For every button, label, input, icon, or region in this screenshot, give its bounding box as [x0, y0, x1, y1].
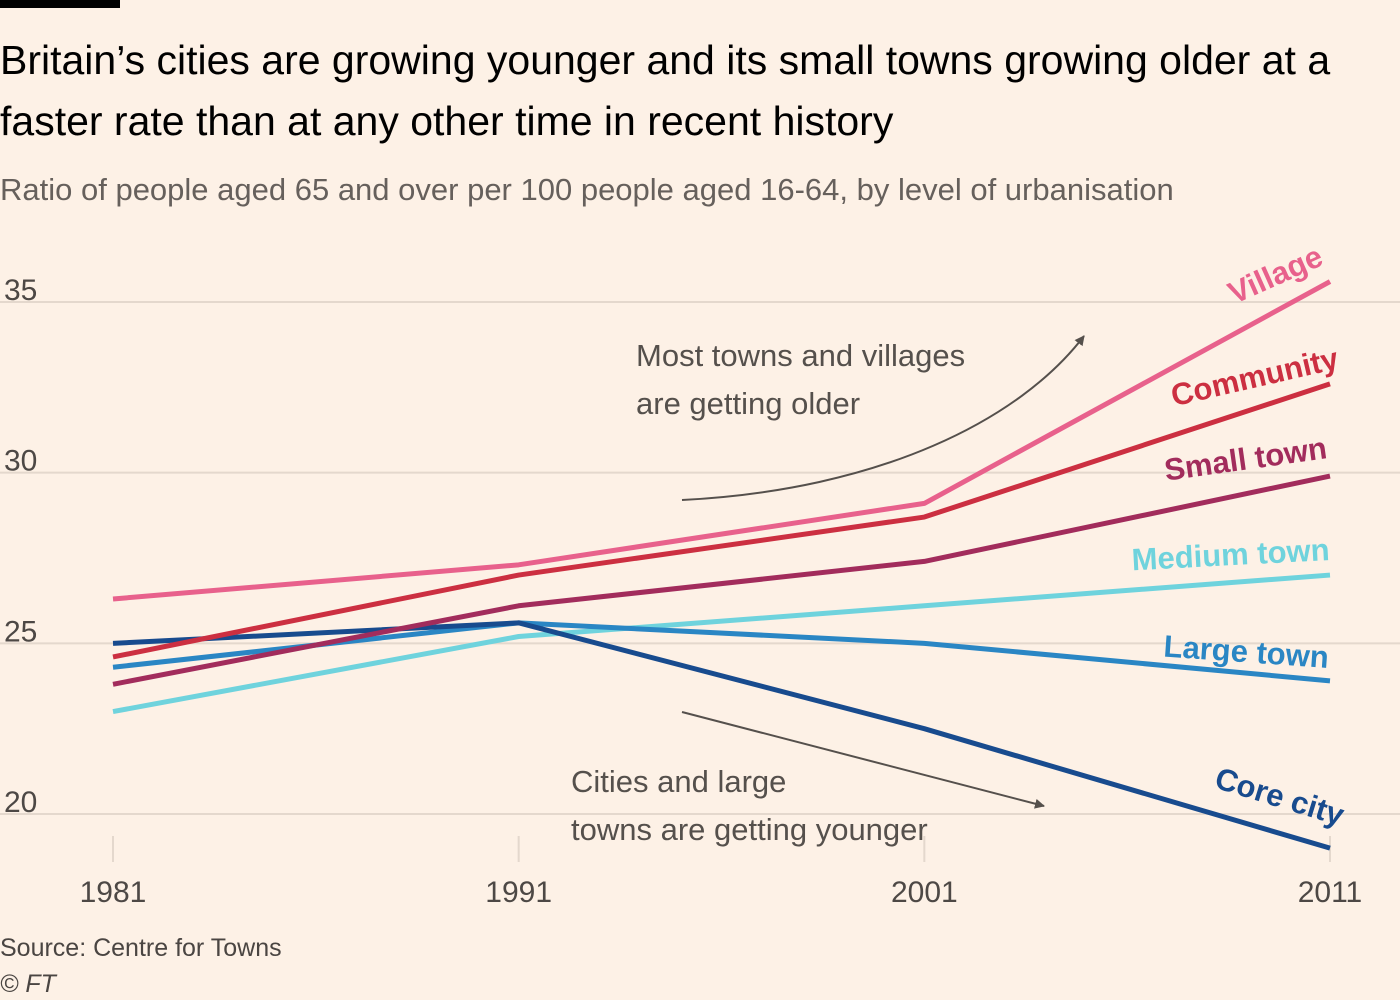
- y-tick-label: 20: [4, 786, 37, 819]
- x-tick-label: 1981: [80, 876, 147, 909]
- annotation-younger-line2: towns are getting younger: [571, 812, 928, 847]
- chart-subtitle: Ratio of people aged 65 and over per 100…: [0, 172, 1174, 207]
- series-label-community: Community: [1168, 341, 1343, 414]
- arrow-older: [681, 335, 1085, 501]
- annotation-younger-line1: Cities and large: [571, 764, 786, 799]
- axis-ticks: 20 25 30 35 1981 1991 2001 2011: [4, 274, 1362, 909]
- x-tick-label: 2001: [891, 876, 958, 909]
- annotation-older-line2: are getting older: [636, 386, 860, 421]
- annotations: Most towns and villages are getting olde…: [571, 335, 1085, 847]
- x-tick-label: 1991: [485, 876, 552, 909]
- y-tick-label: 35: [4, 274, 37, 307]
- ft-top-bar: [0, 0, 120, 8]
- y-tick-label: 30: [4, 445, 37, 478]
- annotation-older-line1: Most towns and villages: [636, 338, 965, 373]
- series-line-village: [112, 279, 1332, 602]
- series-line-small-town: [112, 473, 1331, 687]
- series-line-community: [112, 381, 1331, 660]
- series-line-medium-town: [112, 572, 1331, 715]
- series-label-medium-town: Medium town: [1131, 532, 1331, 577]
- chart-title: Britain’s cities are growing younger and…: [0, 37, 1331, 144]
- y-tick-label: 25: [4, 615, 37, 648]
- series-label-core-city: Core city: [1211, 760, 1349, 832]
- source-note: Source: Centre for Towns: [0, 934, 282, 962]
- series-line-core-city: [112, 620, 1331, 851]
- copyright-note: © FT: [0, 970, 56, 998]
- series-line-large-town: [112, 620, 1331, 684]
- series-lines: [112, 279, 1332, 851]
- x-tick-label: 2011: [1298, 876, 1363, 909]
- gridlines: [0, 301, 1400, 815]
- arrow-younger: [681, 711, 1045, 809]
- series-label-village: Village: [1223, 238, 1328, 310]
